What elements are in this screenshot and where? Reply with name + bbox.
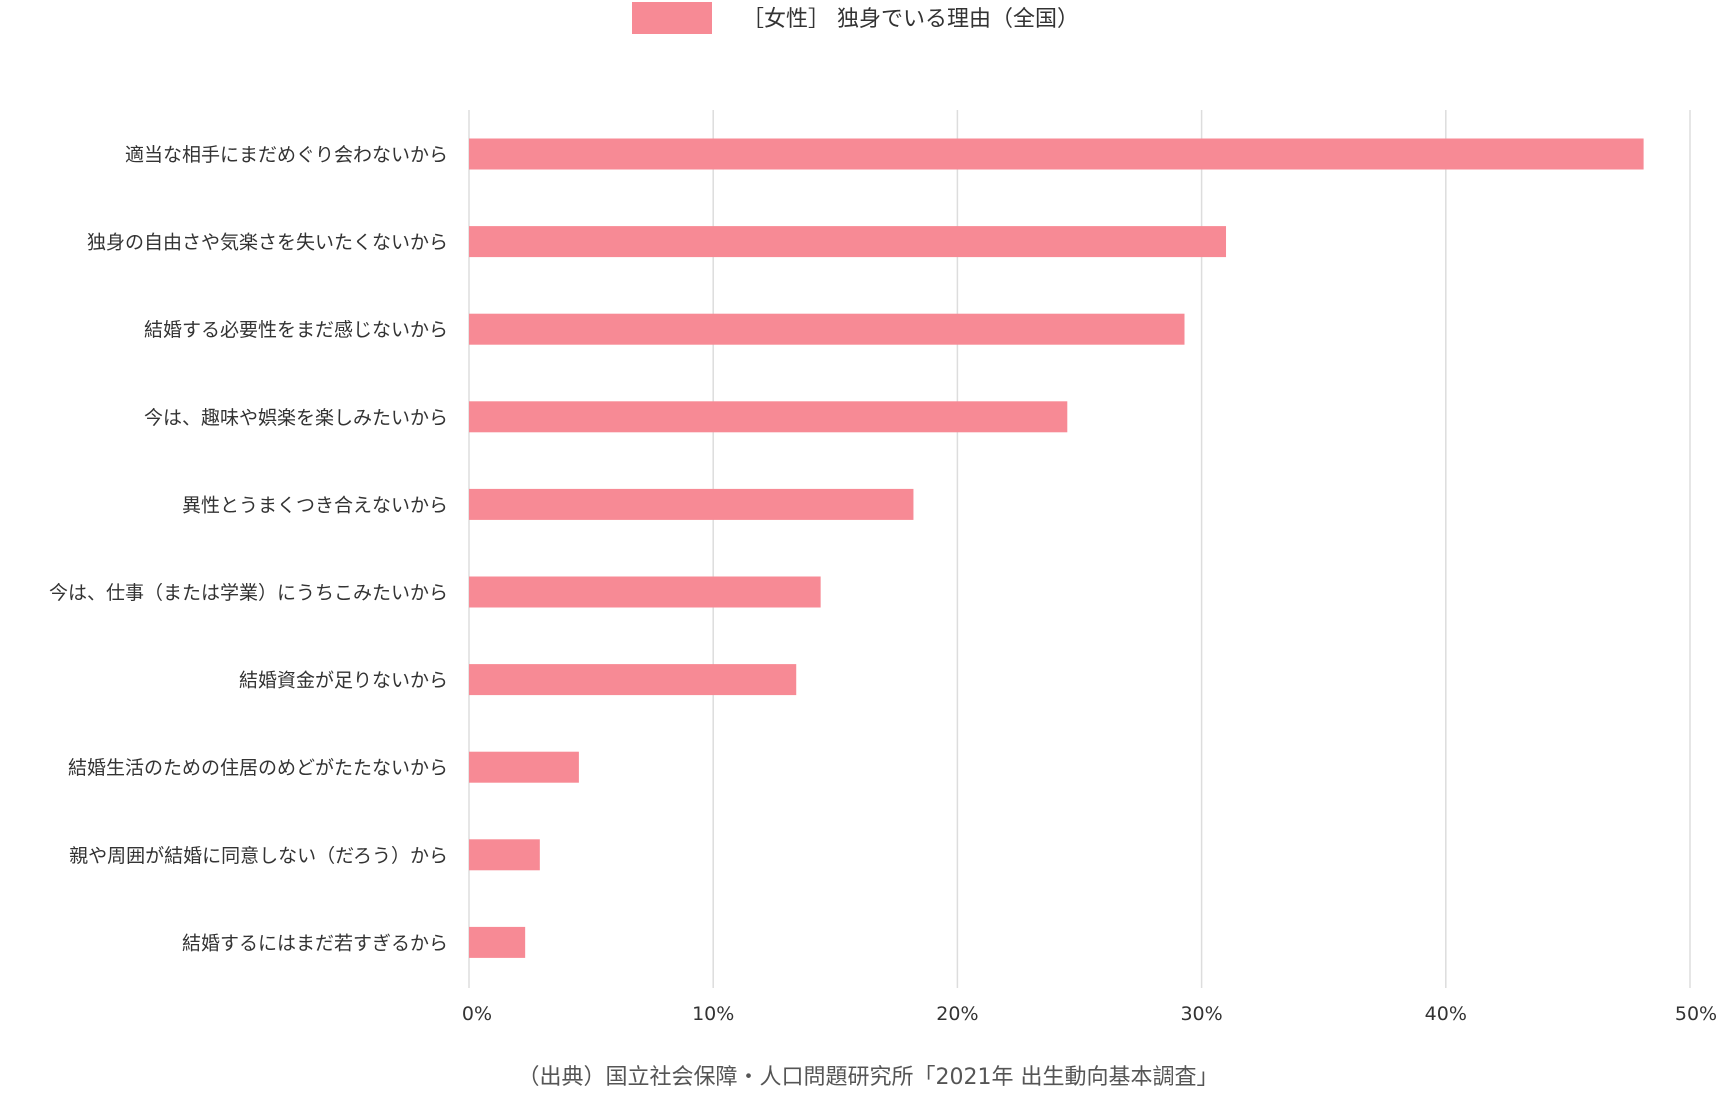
x-tick-label-0: 0% [462,1003,492,1025]
bar-7 [469,751,579,783]
category-label-8: 親や周囲が結婚に同意しない（だろう）から [69,845,448,867]
category-label-5: 今は、仕事（または学業）にうちこみたいから [49,582,448,604]
legend: ［女性］ 独身でいる理由（全国） [632,2,1079,34]
bars [469,138,1644,958]
bar-2 [469,313,1185,345]
category-label-2: 結婚する必要性をまだ感じないから [144,319,448,341]
x-tick-label-2: 20% [936,1003,978,1025]
x-tick-label-5: 50% [1675,1003,1717,1025]
x-tick-label-3: 30% [1180,1003,1222,1025]
category-label-6: 結婚資金が足りないから [239,670,448,692]
category-labels: 適当な相手にまだめぐり会わないから独身の自由さや気楽さを失いたくないから結婚する… [49,144,448,954]
bar-5 [469,576,821,608]
source-note: （出典）国立社会保障・人口問題研究所「2021年 出生動向基本調査」 [518,1065,1219,1090]
legend-label: ［女性］ 独身でいる理由（全国） [742,7,1079,32]
x-tick-label-1: 10% [692,1003,734,1025]
bar-4 [469,488,914,520]
bar-8 [469,839,540,871]
category-label-3: 今は、趣味や娯楽を楽しみたいから [144,407,448,429]
bar-9 [469,926,526,958]
legend-swatch [632,2,712,34]
bar-0 [469,138,1644,170]
category-label-0: 適当な相手にまだめぐり会わないから [125,144,448,166]
bar-1 [469,226,1227,258]
x-tick-label-4: 40% [1425,1003,1467,1025]
bar-6 [469,664,797,696]
category-label-4: 異性とうまくつき合えないから [182,494,448,516]
category-label-9: 結婚するにはまだ若すぎるから [182,932,448,954]
bar-3 [469,401,1068,433]
x-axis-tick-labels: 0% 10% 20% 30% 40% 50% [462,1003,1717,1025]
category-label-7: 結婚生活のための住居のめどがたたないから [68,757,448,779]
category-label-1: 独身の自由さや気楽さを失いたくないから [87,232,448,254]
